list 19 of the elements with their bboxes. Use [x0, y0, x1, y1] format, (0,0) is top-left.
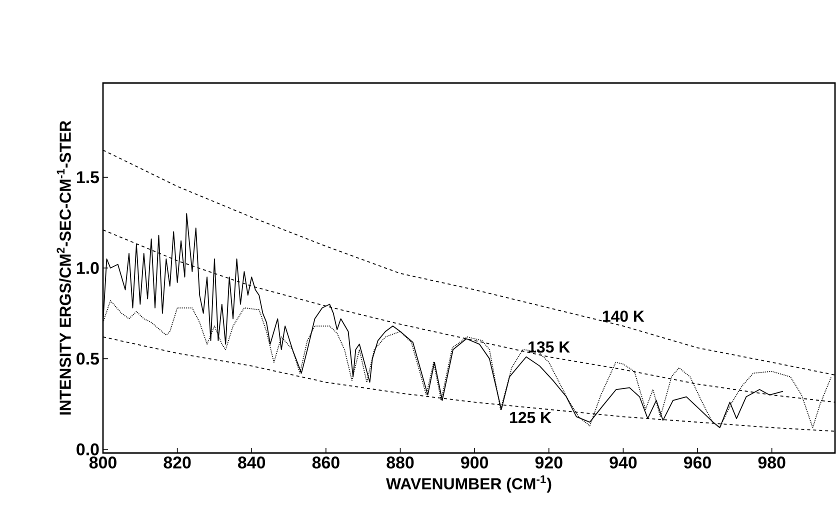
- x-tick-label: 860: [312, 456, 340, 469]
- x-tick-label: 800: [89, 456, 116, 469]
- y-tick-label: 1.0: [77, 262, 99, 274]
- x-tick-label: 960: [684, 456, 711, 469]
- x-tick-label: 880: [386, 456, 414, 469]
- y-tick-label: 0.0: [76, 443, 99, 456]
- x-tick-label: 980: [758, 456, 786, 469]
- x-tick-label: 940: [610, 456, 637, 469]
- y-tick-label: 0.5: [76, 352, 100, 365]
- annotation: 135 K: [528, 341, 570, 353]
- y-tick-label: 1.5: [77, 171, 100, 184]
- x-tick-label: 820: [164, 456, 191, 469]
- x-tick-label: 920: [535, 456, 562, 469]
- x-tick-label: 900: [461, 456, 488, 469]
- annotation: 125 K: [510, 412, 552, 424]
- annotation: 140 K: [602, 310, 644, 322]
- x-tick-label: 840: [238, 456, 266, 469]
- y-axis-title: INTENSITY ERGS/CM$^{2}$-SEC-CM$^{-1}$-STER: [56, 120, 72, 415]
- x-axis-title: WAVENUMBER (CM$^{-1}$): [386, 475, 552, 493]
